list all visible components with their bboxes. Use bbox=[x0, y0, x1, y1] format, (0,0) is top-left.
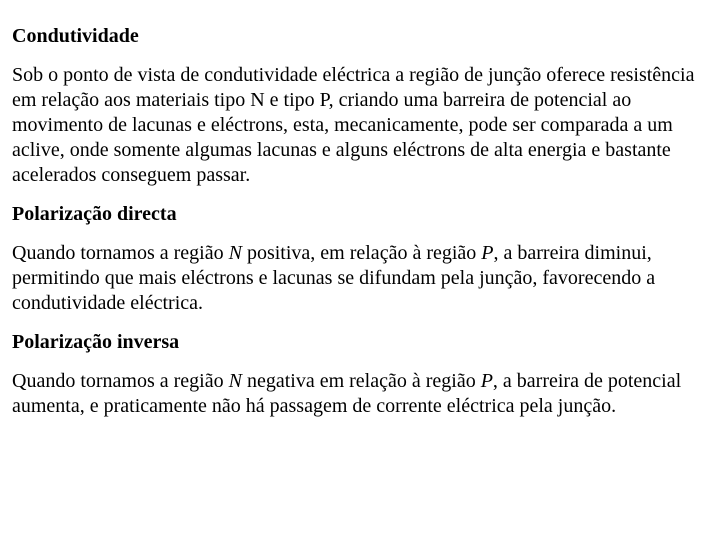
section-heading-condutividade: Condutividade bbox=[12, 24, 708, 49]
text-fragment: Quando tornamos a região bbox=[12, 370, 229, 392]
text-fragment: Quando tornamos a região bbox=[12, 242, 229, 264]
text-fragment: positiva, em relação à região bbox=[242, 242, 481, 264]
section-body-polarizacao-inversa: Quando tornamos a região N negativa em r… bbox=[12, 369, 708, 419]
section-heading-polarizacao-inversa: Polarização inversa bbox=[12, 330, 708, 355]
text-fragment: negativa em relação à região bbox=[242, 370, 481, 392]
region-n-label: N bbox=[229, 242, 242, 264]
region-p-label: P bbox=[481, 370, 493, 392]
section-heading-polarizacao-directa: Polarização directa bbox=[12, 202, 708, 227]
region-n-label: N bbox=[229, 370, 242, 392]
section-body-condutividade: Sob o ponto de vista de condutividade el… bbox=[12, 63, 708, 188]
section-body-polarizacao-directa: Quando tornamos a região N positiva, em … bbox=[12, 241, 708, 316]
region-p-label: P bbox=[481, 242, 493, 264]
